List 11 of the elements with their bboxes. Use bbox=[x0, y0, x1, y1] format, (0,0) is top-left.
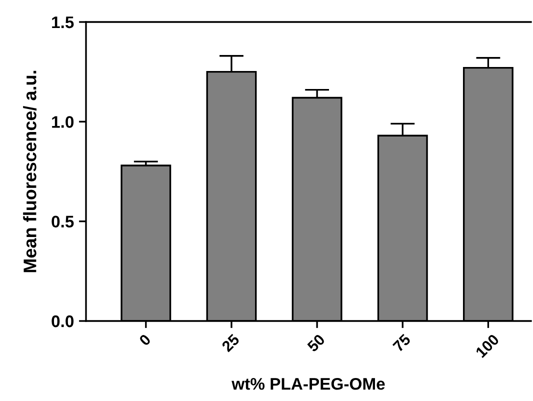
x-tick-label: 25 bbox=[221, 333, 240, 352]
x-tick-label: 0 bbox=[138, 334, 152, 346]
x-axis-title: wt% PLA-PEG-OMe bbox=[232, 378, 385, 390]
y-tick-label: 1.0 bbox=[52, 116, 74, 128]
x-tick-label: 100 bbox=[475, 334, 500, 358]
y-tick-label: 0.0 bbox=[52, 315, 74, 328]
x-tick-label: 50 bbox=[306, 334, 326, 352]
x-tick-label: 75 bbox=[392, 334, 412, 352]
y-tick-label: 0.5 bbox=[52, 216, 74, 228]
y-axis-title: Mean fluorescence/ a.u. bbox=[23, 70, 37, 272]
y-tick-label: 1.5 bbox=[52, 16, 74, 28]
